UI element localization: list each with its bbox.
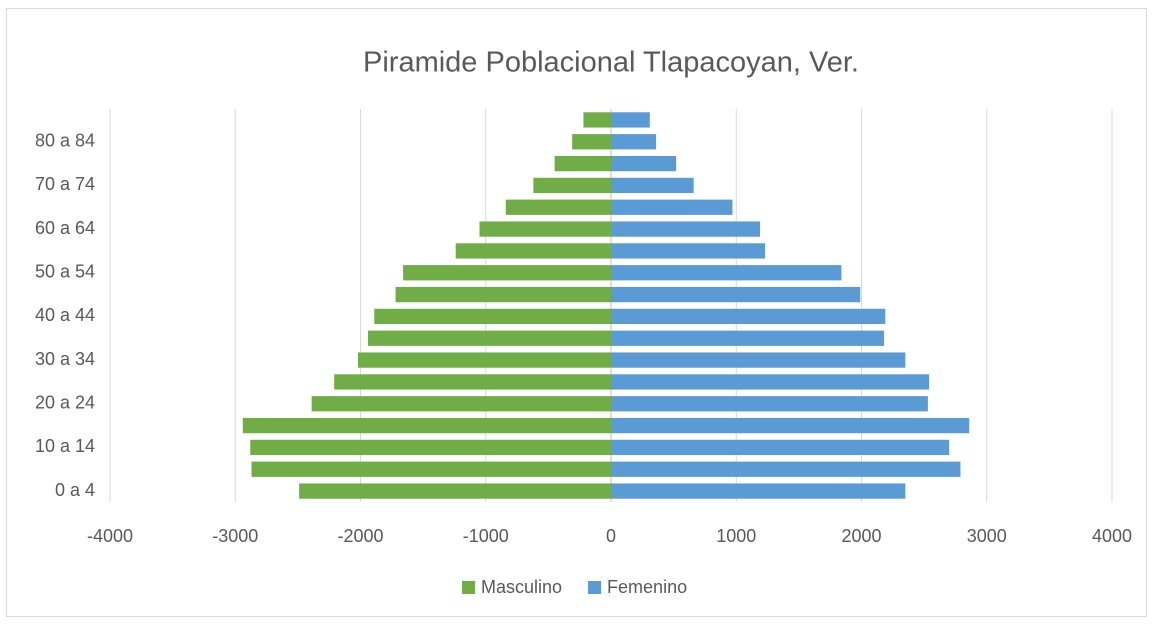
- bar: [611, 221, 761, 237]
- bar: [611, 439, 950, 456]
- y-tick-label: 50 a 54: [35, 262, 95, 282]
- bar: [479, 221, 611, 237]
- bar: [250, 439, 611, 456]
- bar: [611, 265, 842, 281]
- x-tick-label: -2000: [337, 526, 383, 546]
- bar: [242, 417, 611, 434]
- legend-swatch: [588, 581, 602, 594]
- bar: [611, 417, 970, 434]
- bar: [611, 461, 961, 477]
- bar: [299, 483, 611, 499]
- bar: [311, 396, 611, 412]
- x-tick-label: -4000: [87, 526, 133, 546]
- bar: [583, 112, 611, 128]
- bar: [505, 199, 611, 215]
- y-tick-label: 30 a 34: [35, 349, 95, 369]
- y-tick-label: 0 a 4: [55, 480, 95, 500]
- x-tick-label: 1000: [716, 526, 756, 546]
- bar: [611, 155, 677, 172]
- bar: [374, 308, 611, 325]
- y-tick-label: 70 a 74: [35, 174, 95, 194]
- x-tick-label: 0: [606, 526, 616, 546]
- bar: [251, 461, 611, 477]
- bar: [611, 199, 733, 215]
- x-tick-label: -3000: [212, 526, 258, 546]
- bar: [572, 134, 611, 150]
- bar: [611, 177, 694, 194]
- bar: [611, 308, 886, 325]
- chart-title: Piramide Poblacional Tlapacoyan, Ver.: [363, 47, 859, 79]
- bar: [611, 112, 650, 128]
- x-tick-label: 3000: [967, 526, 1007, 546]
- x-tick-label: 4000: [1092, 526, 1132, 546]
- bar: [554, 155, 611, 172]
- bar: [611, 243, 766, 259]
- bar: [395, 286, 611, 303]
- bar: [611, 286, 861, 303]
- bar: [611, 330, 885, 346]
- legend-swatch: [462, 581, 475, 594]
- bar: [357, 352, 611, 368]
- legend-label: Masculino: [481, 577, 562, 597]
- legend-label: Femenino: [607, 577, 687, 597]
- bar: [611, 483, 906, 499]
- bar: [334, 374, 611, 390]
- bar: [455, 243, 611, 259]
- y-tick-label: 40 a 44: [35, 305, 95, 325]
- y-tick-label: 10 a 14: [35, 436, 95, 456]
- x-tick-label: 2000: [841, 526, 881, 546]
- x-tick-label: -1000: [463, 526, 509, 546]
- y-tick-label: 80 a 84: [35, 131, 95, 151]
- y-tick-label: 60 a 64: [35, 218, 95, 238]
- bar: [611, 134, 657, 150]
- bar: [611, 374, 930, 390]
- bar: [403, 265, 611, 281]
- bar: [611, 396, 928, 412]
- bar: [611, 352, 906, 368]
- bar: [368, 330, 611, 346]
- bar: [533, 177, 611, 194]
- y-tick-label: 20 a 24: [35, 393, 95, 413]
